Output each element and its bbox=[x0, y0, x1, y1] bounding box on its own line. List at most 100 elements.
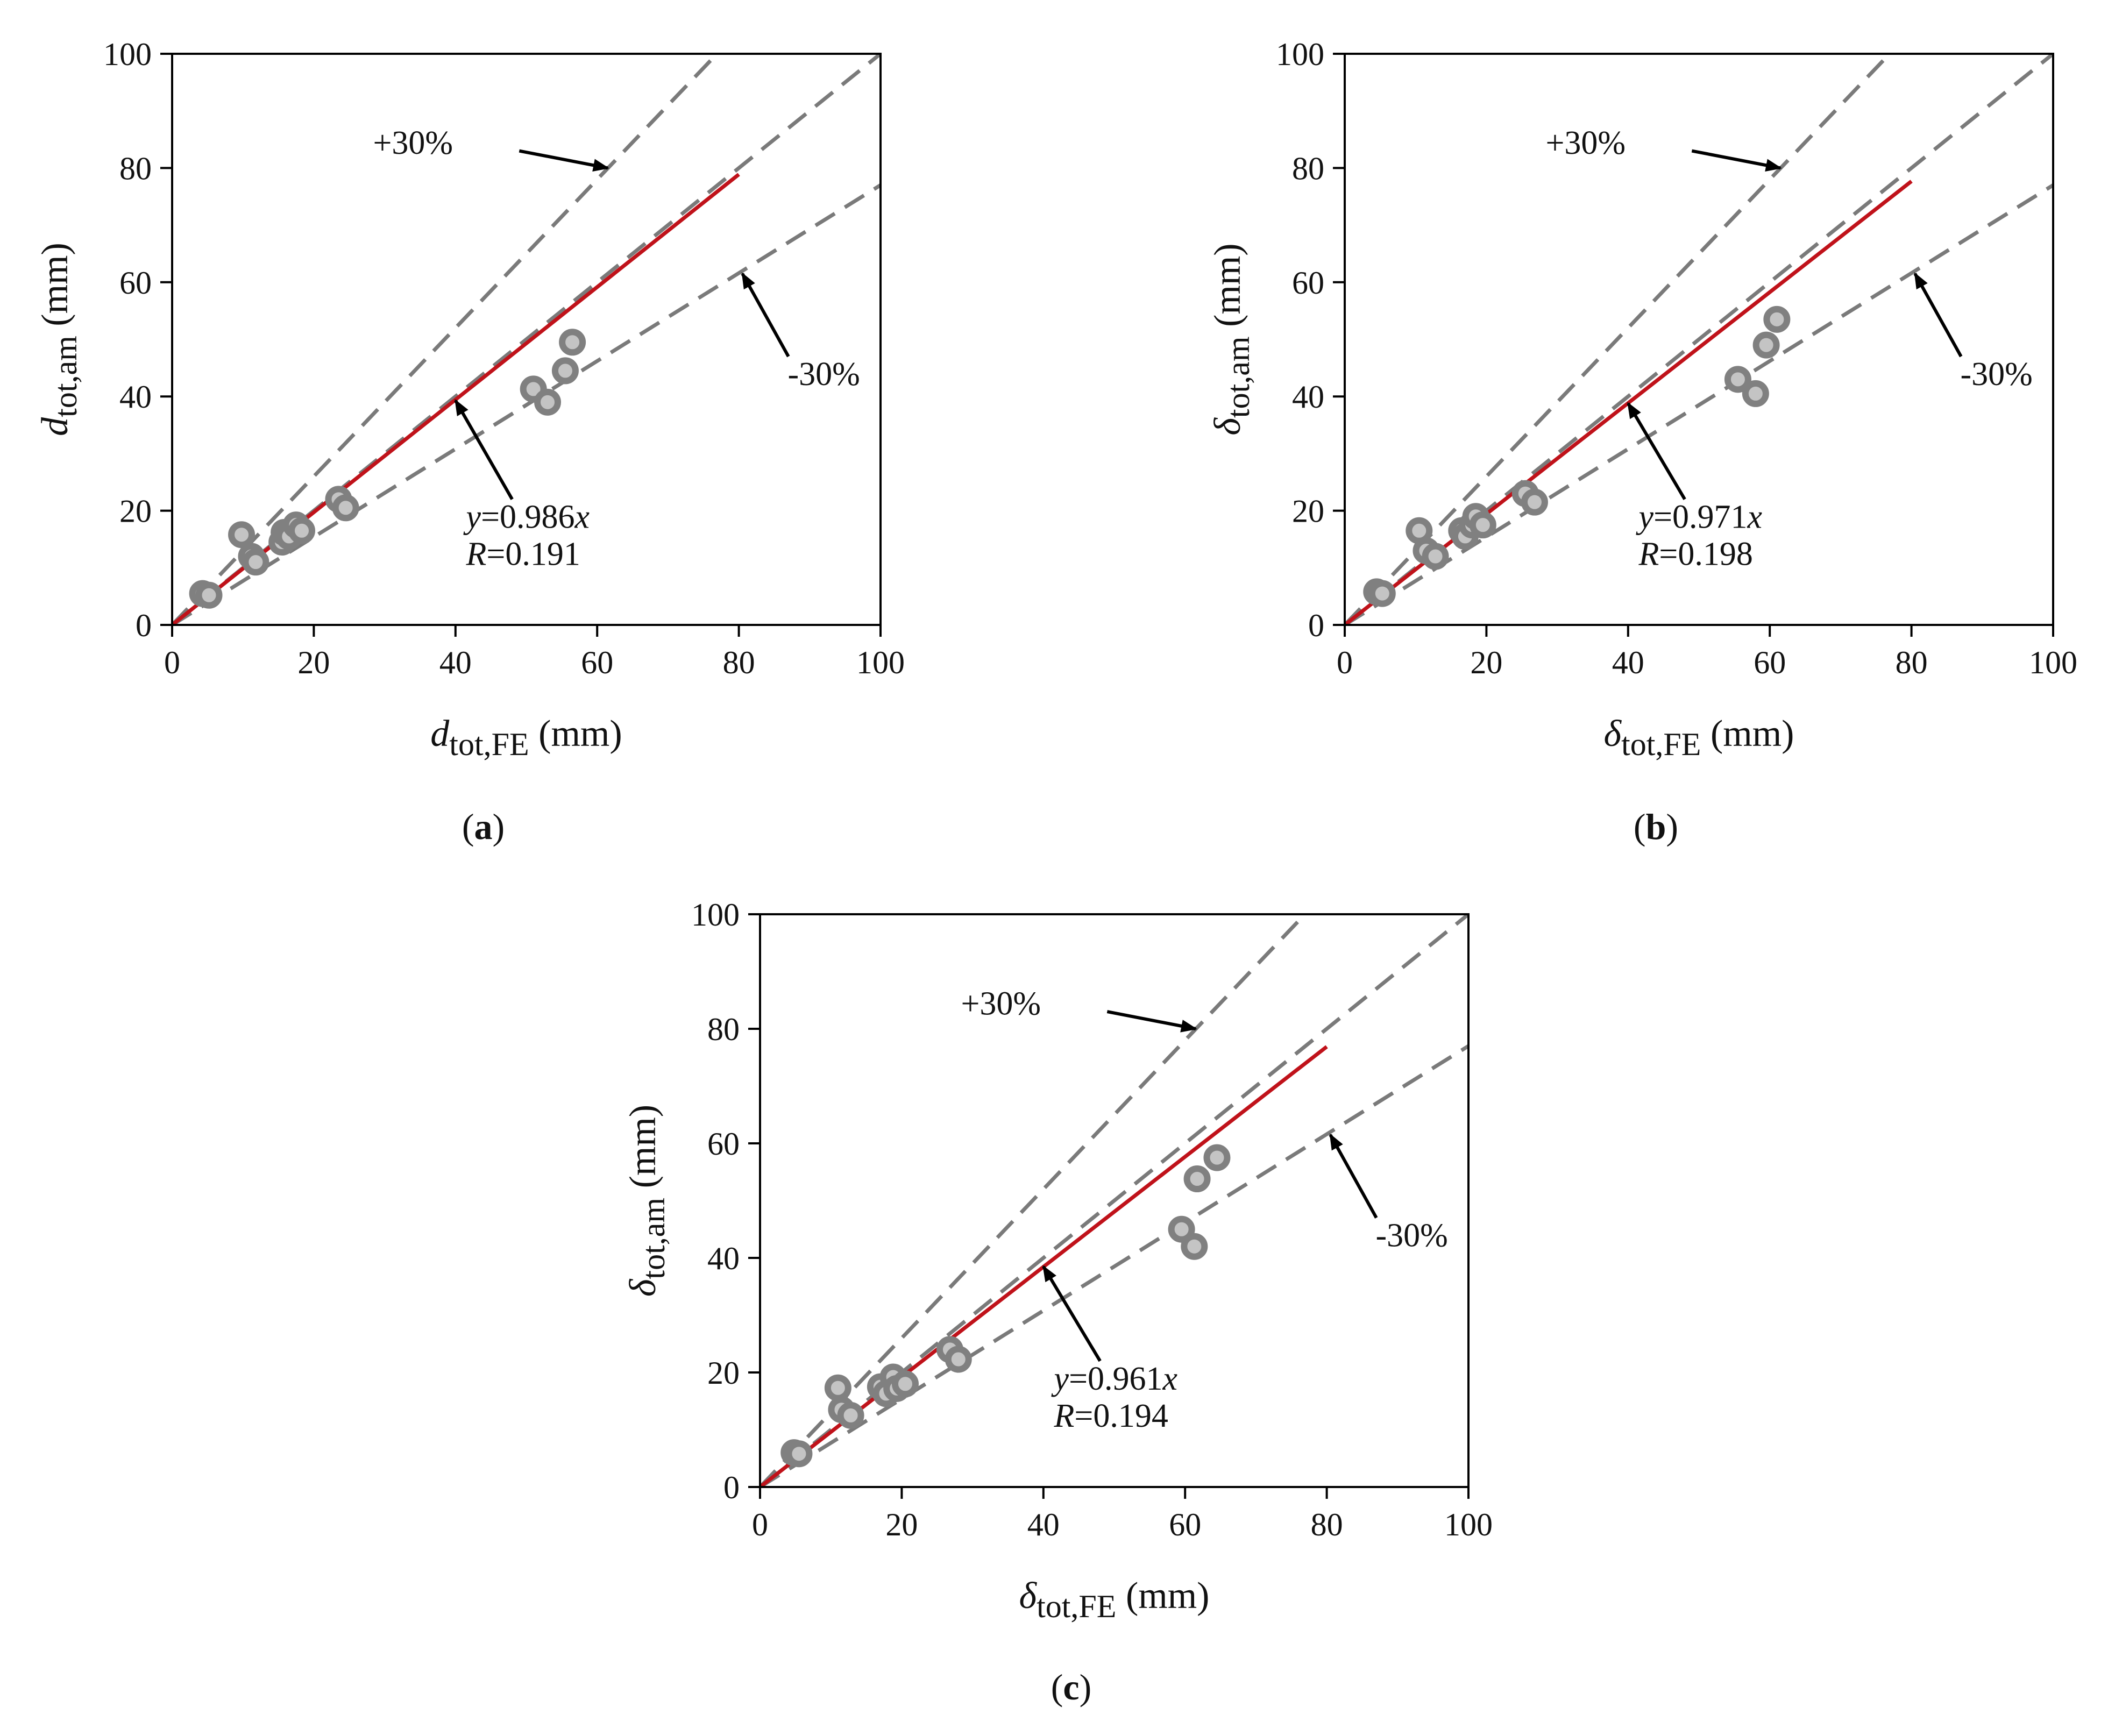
data-point bbox=[1742, 380, 1769, 407]
data-point bbox=[1181, 1233, 1208, 1260]
plus-30-arrow bbox=[519, 149, 609, 172]
y-tick-label: 80 bbox=[707, 1012, 740, 1047]
y-tick-label: 100 bbox=[103, 37, 152, 72]
y-tick-label: 60 bbox=[707, 1126, 740, 1162]
data-point bbox=[242, 549, 269, 576]
data-point bbox=[551, 357, 579, 385]
fit-r-value: R=0.198 bbox=[1638, 536, 1753, 572]
fit-equation: y=0.986x bbox=[463, 499, 590, 535]
data-point bbox=[332, 494, 359, 522]
data-point bbox=[945, 1346, 972, 1373]
x-axis-label: δtot,FE (mm) bbox=[1019, 1575, 1210, 1624]
data-point bbox=[228, 521, 255, 549]
data-point bbox=[1469, 511, 1496, 539]
data-point bbox=[837, 1401, 864, 1429]
plus-30-arrow bbox=[1691, 149, 1782, 172]
y-tick-label: 80 bbox=[119, 151, 152, 186]
minus-30-arrow bbox=[741, 272, 790, 358]
y-tick-label: 80 bbox=[1292, 151, 1324, 186]
x-tick-label: 0 bbox=[164, 645, 180, 680]
x-axis-label: δtot,FE (mm) bbox=[1604, 713, 1794, 762]
x-tick-label: 40 bbox=[1612, 645, 1644, 680]
x-tick-label: 0 bbox=[1337, 645, 1353, 680]
panel-label: (b) bbox=[1634, 806, 1678, 847]
data-point bbox=[1422, 543, 1449, 570]
panel-label: (a) bbox=[462, 806, 505, 847]
data-point bbox=[288, 517, 316, 544]
x-tick-label: 100 bbox=[856, 645, 905, 680]
chart-panel-c: 0 20 40 60 80 100 0 20 40 60 80 100 δtot,FE (mm) δtot… bbox=[622, 897, 1493, 1707]
minus-30-bound-line bbox=[1345, 183, 2053, 625]
minus-30-arrow bbox=[1913, 272, 1963, 358]
x-tick-label: 60 bbox=[1754, 645, 1786, 680]
y-tick-label: 40 bbox=[1292, 379, 1324, 415]
panel-label: (c) bbox=[1051, 1667, 1092, 1707]
data-point bbox=[1763, 305, 1791, 333]
x-tick-label: 40 bbox=[439, 645, 472, 680]
y-axis-label: dtot,am (mm) bbox=[34, 243, 83, 436]
y-tick-label: 40 bbox=[707, 1241, 740, 1276]
y-tick-label: 100 bbox=[1276, 37, 1324, 72]
y-tick-label: 20 bbox=[119, 494, 152, 529]
data-point bbox=[1368, 580, 1396, 607]
plus-30-bound-line bbox=[172, 54, 719, 625]
fit-arrow bbox=[1042, 1265, 1102, 1362]
x-axis-label: dtot,FE (mm) bbox=[430, 713, 622, 762]
chart-panel-b: 0 20 40 60 80 100 0 20 40 60 80 100 δtot,FE (mm) δtot… bbox=[1207, 37, 2077, 847]
data-point bbox=[1168, 1215, 1195, 1243]
plus-30-arrow bbox=[1106, 1010, 1197, 1033]
data-point bbox=[1521, 488, 1548, 516]
plus-30-label: +30% bbox=[373, 125, 453, 161]
plus-30-bound-line bbox=[1345, 54, 1891, 625]
plot-frame bbox=[171, 53, 882, 626]
plot-area-a bbox=[172, 54, 881, 625]
plot-area-c bbox=[760, 914, 1468, 1487]
data-point bbox=[785, 1440, 813, 1468]
data-point bbox=[1724, 366, 1751, 393]
x-tick-label: 100 bbox=[2029, 645, 2077, 680]
fit-equation: y=0.971x bbox=[1636, 499, 1763, 535]
x-tick-label: 80 bbox=[723, 645, 755, 680]
data-point bbox=[1752, 331, 1780, 359]
x-tick-label: 60 bbox=[1169, 1507, 1201, 1542]
plus-30-bound-line bbox=[760, 914, 1307, 1487]
x-tick-label: 20 bbox=[297, 645, 330, 680]
y-tick-label: 100 bbox=[691, 897, 740, 933]
fit-arrow bbox=[454, 399, 514, 500]
data-point bbox=[824, 1374, 851, 1401]
y-axis-label: δtot,am (mm) bbox=[622, 1105, 671, 1297]
y-axis-label: δtot,am (mm) bbox=[1207, 243, 1256, 435]
fit-equation: y=0.961x bbox=[1051, 1361, 1178, 1397]
y-tick-label: 60 bbox=[1292, 265, 1324, 301]
x-tick-label: 80 bbox=[1311, 1507, 1343, 1542]
minus-30-label: -30% bbox=[1960, 356, 2032, 393]
plus-30-label: +30% bbox=[1545, 125, 1626, 161]
y-tick-label: 40 bbox=[119, 379, 152, 415]
minus-30-arrow bbox=[1329, 1133, 1378, 1219]
minus-30-label: -30% bbox=[787, 356, 860, 393]
plus-30-label: +30% bbox=[961, 985, 1041, 1022]
plot-frame bbox=[1344, 53, 2054, 626]
x-tick-label: 80 bbox=[1896, 645, 1928, 680]
minus-30-bound-line bbox=[760, 1044, 1468, 1487]
y-tick-label: 0 bbox=[1308, 608, 1324, 643]
x-tick-label: 20 bbox=[885, 1507, 918, 1542]
data-point bbox=[195, 581, 223, 609]
fit-r-value: R=0.194 bbox=[1054, 1398, 1168, 1434]
fit-r-value: R=0.191 bbox=[466, 536, 580, 572]
x-tick-label: 20 bbox=[1470, 645, 1502, 680]
y-tick-label: 20 bbox=[1292, 494, 1324, 529]
data-point bbox=[559, 329, 586, 356]
y-tick-label: 60 bbox=[119, 265, 152, 301]
data-point bbox=[1183, 1165, 1211, 1193]
x-tick-label: 100 bbox=[1444, 1507, 1493, 1542]
chart-panel-a: 0 20 40 60 80 100 0 20 40 60 80 100 dtot,FE (mm) dtot… bbox=[34, 37, 905, 847]
y-tick-label: 0 bbox=[136, 608, 152, 643]
x-tick-label: 0 bbox=[752, 1507, 768, 1542]
y-tick-label: 20 bbox=[707, 1355, 740, 1391]
plot-frame bbox=[759, 913, 1470, 1488]
data-point bbox=[534, 388, 562, 416]
y-tick-label: 0 bbox=[723, 1470, 740, 1505]
x-tick-label: 40 bbox=[1027, 1507, 1060, 1542]
